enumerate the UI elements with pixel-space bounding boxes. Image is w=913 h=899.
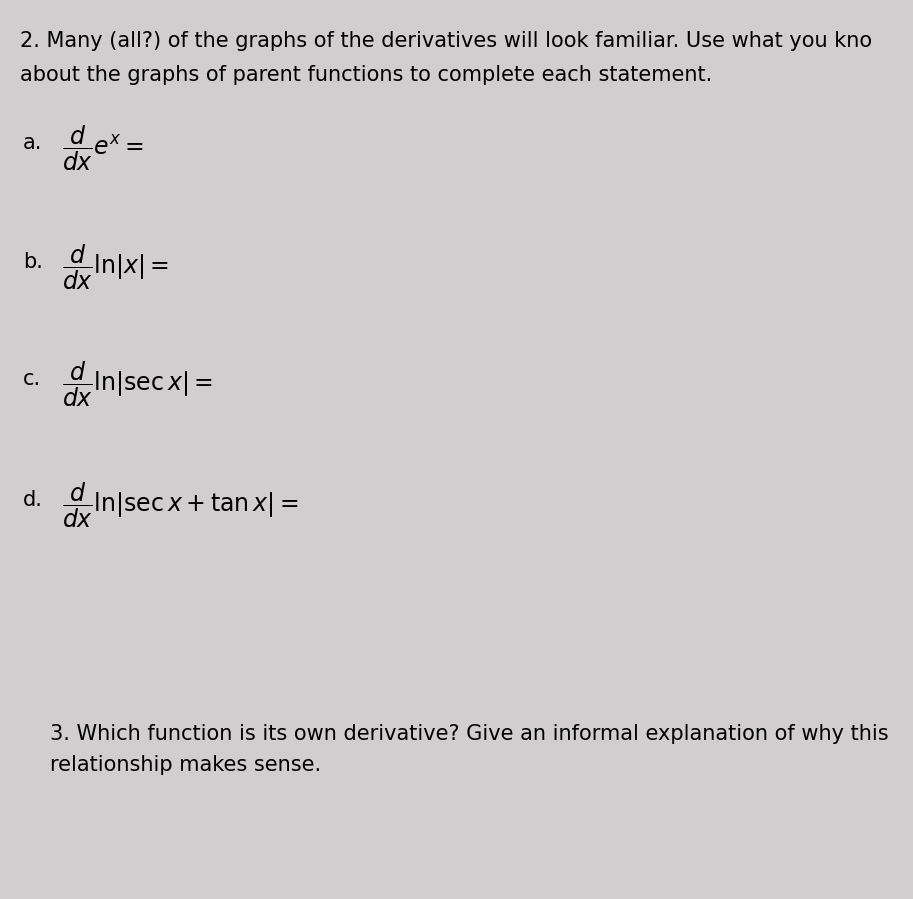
Text: 2. Many (all?) of the graphs of the derivatives will look familiar. Use what you: 2. Many (all?) of the graphs of the deri… [20,31,872,51]
Text: c.: c. [23,369,41,388]
Text: about the graphs of parent functions to complete each statement.: about the graphs of parent functions to … [20,65,712,85]
Text: 3. Which function is its own derivative? Give an informal explanation of why thi: 3. Which function is its own derivative?… [50,724,889,743]
Text: relationship makes sense.: relationship makes sense. [50,755,321,775]
Text: d.: d. [23,490,43,510]
Text: $\dfrac{d}{dx}\ln |\sec x| =$: $\dfrac{d}{dx}\ln |\sec x| =$ [62,360,213,409]
Text: $\dfrac{d}{dx}\ln |\sec x + \tan x| =$: $\dfrac{d}{dx}\ln |\sec x + \tan x| =$ [62,481,299,530]
Text: a.: a. [23,133,42,153]
Text: $\dfrac{d}{dx}e^{x} =$: $\dfrac{d}{dx}e^{x} =$ [62,124,144,174]
Text: b.: b. [23,252,43,271]
Text: $\dfrac{d}{dx}\ln |x| =$: $\dfrac{d}{dx}\ln |x| =$ [62,243,169,292]
